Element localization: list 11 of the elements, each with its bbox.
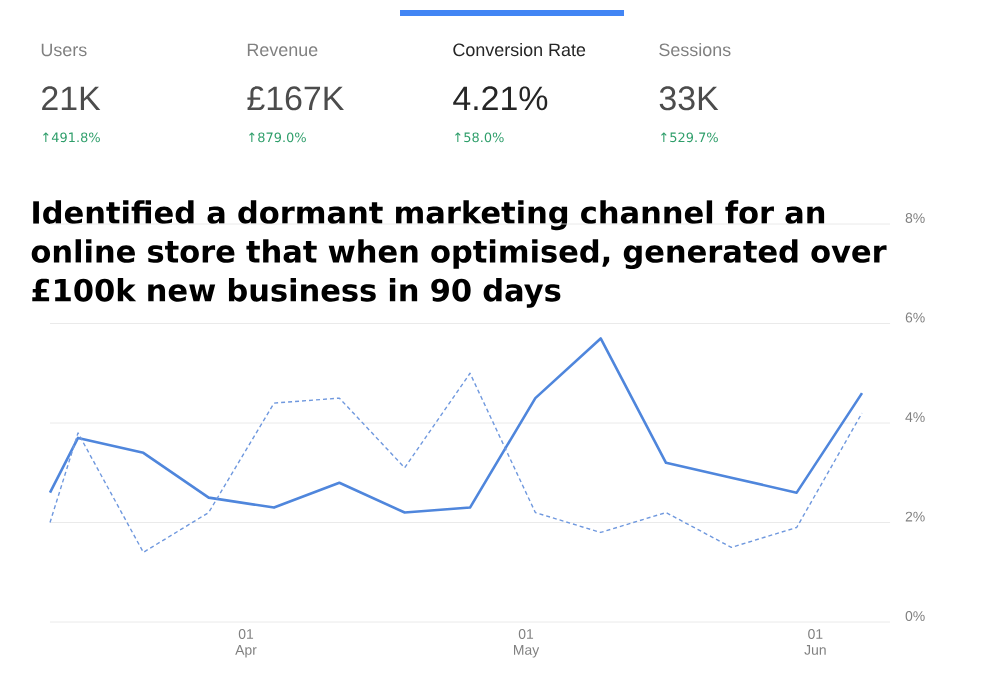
text: 21K [42, 86, 101, 110]
chart-title: Identified a dormant marketing channel for an online store that when optimised, generated over £100k new business in 90 days [31, 200, 887, 308]
text: £167K [247, 86, 344, 111]
text: 4.21% [453, 86, 548, 111]
text: 33K [659, 86, 719, 111]
text: Users [41, 43, 87, 57]
line-series [48, 337, 864, 514]
text: Sessions [659, 43, 731, 57]
text: Conversion Rate [453, 43, 586, 57]
line-series [49, 372, 863, 554]
text: Revenue [247, 43, 318, 57]
